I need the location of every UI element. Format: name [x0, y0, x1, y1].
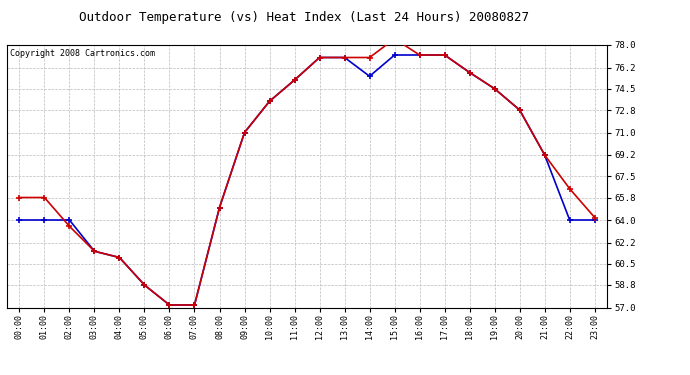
- Text: Copyright 2008 Cartronics.com: Copyright 2008 Cartronics.com: [10, 49, 155, 58]
- Text: Outdoor Temperature (vs) Heat Index (Last 24 Hours) 20080827: Outdoor Temperature (vs) Heat Index (Las…: [79, 11, 529, 24]
